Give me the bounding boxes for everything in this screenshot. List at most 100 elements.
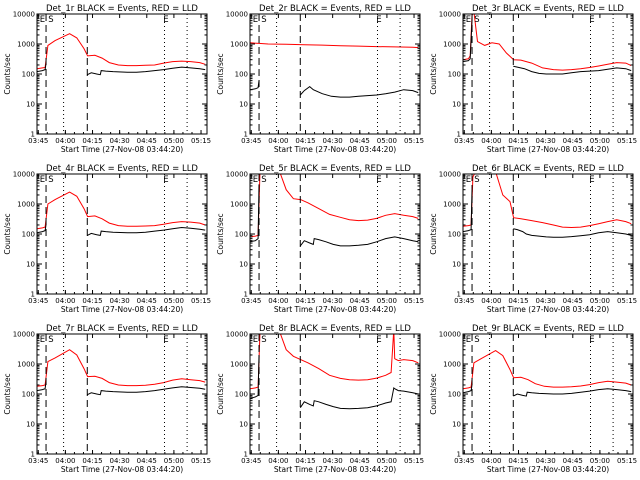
x-tick-label: 04:30 <box>323 137 343 145</box>
series-events-line <box>299 386 419 410</box>
plot-frame <box>36 333 208 455</box>
plot-frame <box>462 173 634 295</box>
series-events-line <box>37 382 47 392</box>
x-tick-label: 05:00 <box>590 137 610 145</box>
y-tick-label: 100 <box>448 231 461 239</box>
series-events-line <box>87 386 206 396</box>
x-tick-label: 04:15 <box>508 137 528 145</box>
series-events-line <box>37 224 47 234</box>
event-marker-S: S <box>48 335 53 345</box>
plot-area <box>37 33 206 76</box>
event-marker-E: E <box>466 335 471 345</box>
series-lld-line <box>37 349 206 387</box>
x-tick-label: 04:30 <box>110 137 130 145</box>
event-marker-E: E <box>376 15 381 25</box>
y-axis-label: Counts/sec <box>3 373 12 414</box>
series-events-line <box>513 228 632 238</box>
x-tick-label: 04:00 <box>481 297 501 305</box>
y-tick-label: 1 <box>457 451 461 459</box>
x-tick-label: 05:00 <box>590 297 610 305</box>
x-tick-label: 03:45 <box>241 137 261 145</box>
series-lld-line <box>37 33 206 70</box>
y-tick-label: 1 <box>244 291 248 299</box>
x-tick-label: 05:15 <box>191 137 211 145</box>
plot-area <box>463 350 632 397</box>
series-lld-line <box>250 174 419 238</box>
panel-title: Det_4r BLACK = Events, RED = LLD <box>46 164 198 174</box>
x-tick-label: 03:45 <box>28 297 48 305</box>
panel-title: Det_3r BLACK = Events, RED = LLD <box>472 4 624 14</box>
x-tick-label: 04:00 <box>268 137 288 145</box>
y-tick-label: 1 <box>31 451 35 459</box>
y-tick-label: 100 <box>22 391 35 399</box>
plot-area <box>250 174 419 247</box>
x-tick-label: 03:45 <box>454 137 474 145</box>
event-marker-E: E <box>466 15 471 25</box>
y-tick-label: 10000 <box>439 331 461 339</box>
x-tick-label: 05:00 <box>164 297 184 305</box>
series-events-line <box>513 65 632 75</box>
x-tick-label: 04:15 <box>82 137 102 145</box>
y-tick-label: 100 <box>235 71 248 79</box>
y-tick-label: 1000 <box>443 361 461 369</box>
y-tick-label: 100 <box>22 71 35 79</box>
x-tick-label: 05:00 <box>590 457 610 465</box>
y-axis-label: Counts/sec <box>216 213 225 254</box>
y-tick-label: 100 <box>235 391 248 399</box>
y-axis-label: Counts/sec <box>429 53 438 94</box>
plot-area <box>37 191 206 236</box>
x-tick-label: 05:00 <box>377 297 397 305</box>
x-tick-label: 04:15 <box>508 297 528 305</box>
y-axis-label: Counts/sec <box>429 373 438 414</box>
y-tick-label: 1000 <box>443 41 461 49</box>
x-tick-label: 05:15 <box>404 297 424 305</box>
y-tick-label: 10 <box>26 421 35 429</box>
x-tick-label: 03:45 <box>28 137 48 145</box>
event-marker-E: E <box>163 175 168 185</box>
y-tick-label: 10000 <box>13 11 35 19</box>
y-axis-label: Counts/sec <box>216 373 225 414</box>
y-tick-label: 1 <box>457 131 461 139</box>
y-tick-label: 1000 <box>230 201 248 209</box>
x-axis-label: Start Time (27-Nov-08 03:44:20) <box>274 305 396 314</box>
series-events-line <box>299 85 419 98</box>
y-tick-label: 1000 <box>443 201 461 209</box>
x-tick-label: 05:15 <box>617 137 637 145</box>
series-lld-line <box>463 174 632 229</box>
event-marker-E: E <box>163 15 168 25</box>
event-marker-S: S <box>474 175 479 185</box>
panel-title: Det_5r BLACK = Events, RED = LLD <box>259 164 411 174</box>
x-tick-label: 05:15 <box>191 297 211 305</box>
x-tick-label: 04:15 <box>508 457 528 465</box>
x-tick-label: 04:45 <box>563 457 583 465</box>
x-axis-label: Start Time (27-Nov-08 03:44:20) <box>487 465 609 474</box>
series-events-line <box>513 388 632 397</box>
x-tick-label: 04:00 <box>55 137 75 145</box>
series-lld-line <box>250 42 419 49</box>
x-tick-label: 04:15 <box>295 297 315 305</box>
y-tick-label: 10000 <box>13 331 35 339</box>
y-tick-label: 10000 <box>439 171 461 179</box>
x-tick-label: 04:00 <box>55 297 75 305</box>
y-tick-label: 10000 <box>13 171 35 179</box>
x-tick-label: 04:30 <box>536 297 556 305</box>
y-tick-label: 10000 <box>226 331 248 339</box>
x-tick-label: 04:45 <box>350 297 370 305</box>
series-events-line <box>250 80 260 91</box>
x-tick-label: 05:15 <box>617 457 637 465</box>
x-axis-label: Start Time (27-Nov-08 03:44:20) <box>487 145 609 154</box>
event-marker-S: S <box>474 15 479 25</box>
event-marker-S: S <box>261 335 266 345</box>
x-tick-label: 03:45 <box>28 457 48 465</box>
series-lld-line <box>463 14 632 71</box>
event-marker-E: E <box>40 175 45 185</box>
y-tick-label: 10 <box>26 101 35 109</box>
event-marker-E: E <box>589 15 594 25</box>
x-tick-label: 05:00 <box>164 137 184 145</box>
y-tick-label: 1 <box>244 131 248 139</box>
x-tick-label: 03:45 <box>454 457 474 465</box>
